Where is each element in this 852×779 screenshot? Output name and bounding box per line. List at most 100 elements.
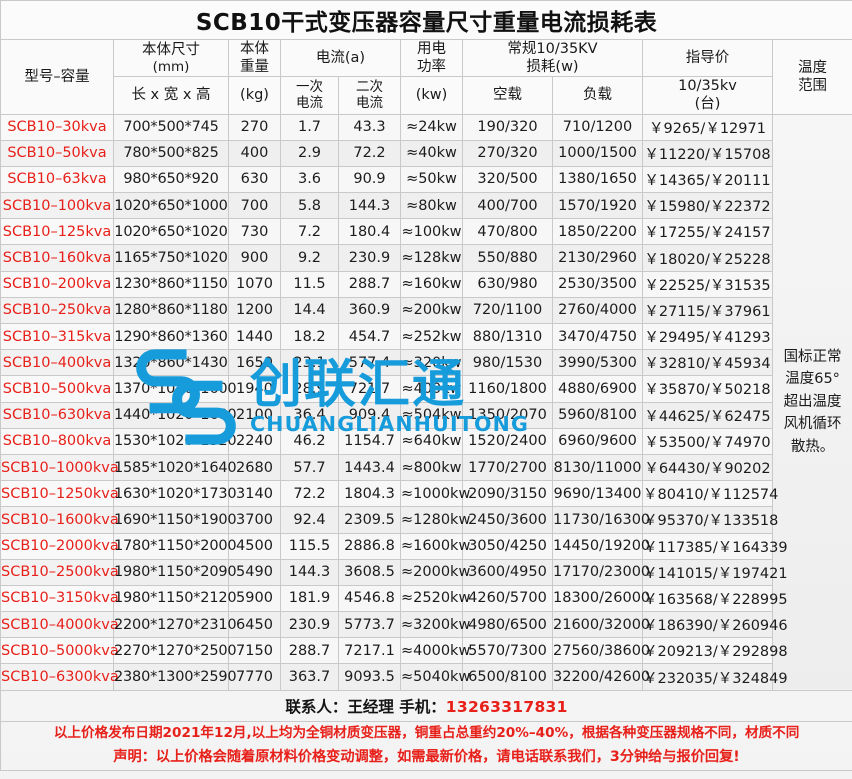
cell-dimensions: 1780*1150*2000 <box>113 532 237 560</box>
cell-weight: 4500 <box>228 532 281 560</box>
table-row: SCB10–125kva 1020*650*1020 730 7.2 180.4 ≈100… <box>0 218 852 246</box>
cell-price: ￥35870/￥50218 <box>642 375 773 403</box>
cell-primary-current: 36.4 <box>280 401 339 429</box>
cell-power: ≈200kw <box>400 296 463 325</box>
table-row: SCB10–50kva 780*500*825 400 2.9 72.2 ≈40kw 270… <box>0 139 852 167</box>
primary-current-label-1: 一次 <box>296 78 323 95</box>
cell-noload-loss: 400/700 <box>462 192 553 220</box>
cell-dimensions: 1020*650*1020 <box>113 218 229 246</box>
contact-info: 联系人：王经理 手机：13263317831 <box>0 689 852 722</box>
cell-secondary-current: 1443.4 <box>338 453 401 482</box>
cell-model: SCB10–1600kva <box>0 506 119 534</box>
table-row: SCB10–2500kva 1980*1150*2090 5490 144.3 3608… <box>0 558 852 586</box>
cell-dimensions: 1320*860*1430 <box>113 349 229 377</box>
cell-model: SCB10–4000kva <box>0 611 119 639</box>
table-row: SCB10–250kva 1280*860*1180 1200 14.4 360.9 ≈2… <box>0 296 852 325</box>
table-row: SCB10–800kva 1530*1020*1520 2240 46.2 1154.7… <box>0 427 852 455</box>
table-row: SCB10–500kva 1370*1020*1600 1940 28.9 721.7 ≈… <box>0 375 852 403</box>
cell-weight: 900 <box>228 244 281 272</box>
body-size-unit: (mm) <box>152 58 190 75</box>
cell-model: SCB10–160kva <box>0 244 114 272</box>
cell-model: SCB10–30kva <box>0 113 114 141</box>
cell-dimensions: 700*500*745 <box>113 113 229 141</box>
cell-noload-loss: 4260/5700 <box>462 584 553 613</box>
col-subheader-load-loss: 负载 <box>552 76 643 115</box>
col-subheader-secondary-current: 二次 电流 <box>338 76 401 115</box>
table-row: SCB10–2000kva 1780*1150*2000 4500 115.5 2886… <box>0 532 852 560</box>
power-label-1: 用电 <box>417 41 446 57</box>
cell-weight: 2680 <box>228 453 281 482</box>
cell-price: ￥80410/￥112574 <box>642 480 778 508</box>
cell-weight: 7150 <box>228 637 281 665</box>
table-row: SCB10–6300kva 2380*1300*2590 7770 363.7 9093… <box>0 663 852 691</box>
cell-dimensions: 1165*750*1020 <box>113 244 229 272</box>
col-subheader-weight-unit: (kg) <box>228 76 281 115</box>
cell-power: ≈3200kw <box>400 611 470 639</box>
cell-noload-loss: 4980/6500 <box>462 611 553 639</box>
cell-secondary-current: 180.4 <box>338 218 401 246</box>
cell-power: ≈160kw <box>400 270 463 298</box>
cell-secondary-current: 360.9 <box>338 296 401 325</box>
cell-weight: 2100 <box>228 401 281 429</box>
cell-noload-loss: 470/800 <box>462 218 553 246</box>
col-header-model: 型号–容量 <box>0 39 114 115</box>
header-row-top: 型号–容量 本体尺寸 (mm) 本体 重量 电流(a) 用电 功率 常规10/3… <box>0 38 852 115</box>
cell-secondary-current: 144.3 <box>338 192 401 220</box>
table-row: SCB10–1600kva 1690*1150*1900 3700 92.4 2309.… <box>0 506 852 534</box>
cell-model: SCB10–500kva <box>0 375 114 403</box>
cell-secondary-current: 577.4 <box>338 349 401 377</box>
cell-model: SCB10–800kva <box>0 427 114 455</box>
temperature-note-line: 国标正常 <box>783 348 842 365</box>
cell-primary-current: 3.6 <box>280 165 339 194</box>
cell-power: ≈4000kw <box>400 637 470 665</box>
cell-load-loss: 14450/19200 <box>552 532 650 560</box>
cell-load-loss: 4880/6900 <box>552 375 643 403</box>
cell-primary-current: 230.9 <box>280 611 339 639</box>
cell-noload-loss: 3050/4250 <box>462 532 553 560</box>
cell-power: ≈400kw <box>400 375 463 403</box>
cell-power: ≈40kw <box>400 139 463 167</box>
cell-noload-loss: 5570/7300 <box>462 637 553 665</box>
cell-secondary-current: 2886.8 <box>338 532 401 560</box>
cell-price: ￥15980/￥22372 <box>642 192 773 220</box>
header-row-bottom: 长 x 宽 x 高 (kg) 一次 电流 二次 电流 (kw) 空载 负载 10… <box>1 76 852 115</box>
cell-model: SCB10–3150kva <box>0 584 119 613</box>
cell-noload-loss: 720/1100 <box>462 296 553 325</box>
cell-dimensions: 1280*860*1180 <box>113 296 229 325</box>
cell-model: SCB10–400kva <box>0 349 114 377</box>
cell-dimensions: 1290*860*1360 <box>113 322 229 351</box>
cell-model: SCB10–630kva <box>0 401 114 429</box>
cell-secondary-current: 9093.5 <box>338 663 401 691</box>
col-subheader-noload-loss: 空载 <box>462 76 553 115</box>
cell-model: SCB10–6300kva <box>0 663 119 691</box>
cell-model: SCB10–1000kva <box>0 453 119 482</box>
power-label-2: 功率 <box>417 59 446 76</box>
col-header-current: 电流(a) <box>280 38 401 78</box>
cell-secondary-current: 4546.8 <box>338 584 401 613</box>
cell-noload-loss: 1160/1800 <box>462 375 553 403</box>
cell-weight: 7770 <box>228 663 281 691</box>
table-row: SCB10–4000kva 2200*1270*2310 6450 230.9 5773… <box>0 611 852 639</box>
cell-noload-loss: 2090/3150 <box>462 480 553 508</box>
temperature-note-line: 温度65° <box>785 371 840 388</box>
cell-power: ≈1000kw <box>400 480 470 508</box>
table-row: SCB10–3150kva 1980*1150*2120 5900 181.9 4546… <box>0 584 852 613</box>
cell-power: ≈5040kw <box>400 663 470 691</box>
cell-power: ≈2000kw <box>400 558 470 586</box>
cell-dimensions: 1980*1150*2120 <box>113 584 237 613</box>
cell-model: SCB10–250kva <box>0 296 114 325</box>
cell-power: ≈320kw <box>400 349 463 377</box>
cell-dimensions: 1370*1020*1600 <box>113 375 237 403</box>
cell-weight: 3140 <box>228 480 281 508</box>
contact-phone[interactable]: 13263317831 <box>445 697 568 716</box>
cell-dimensions: 1630*1020*1730 <box>113 480 237 508</box>
note-line-1: 以上价格发布日期2021年12月,以上均为全铜材质变压器，铜重占总重约20%–4… <box>53 724 800 741</box>
cell-price: ￥17255/￥24157 <box>642 218 773 246</box>
cell-weight: 2240 <box>228 427 281 455</box>
cell-noload-loss: 630/980 <box>462 270 553 298</box>
secondary-current-label-2: 电流 <box>356 95 383 112</box>
cell-load-loss: 9690/13400 <box>552 480 643 508</box>
cell-weight: 6450 <box>228 611 281 639</box>
cell-secondary-current: 1154.7 <box>338 427 401 455</box>
